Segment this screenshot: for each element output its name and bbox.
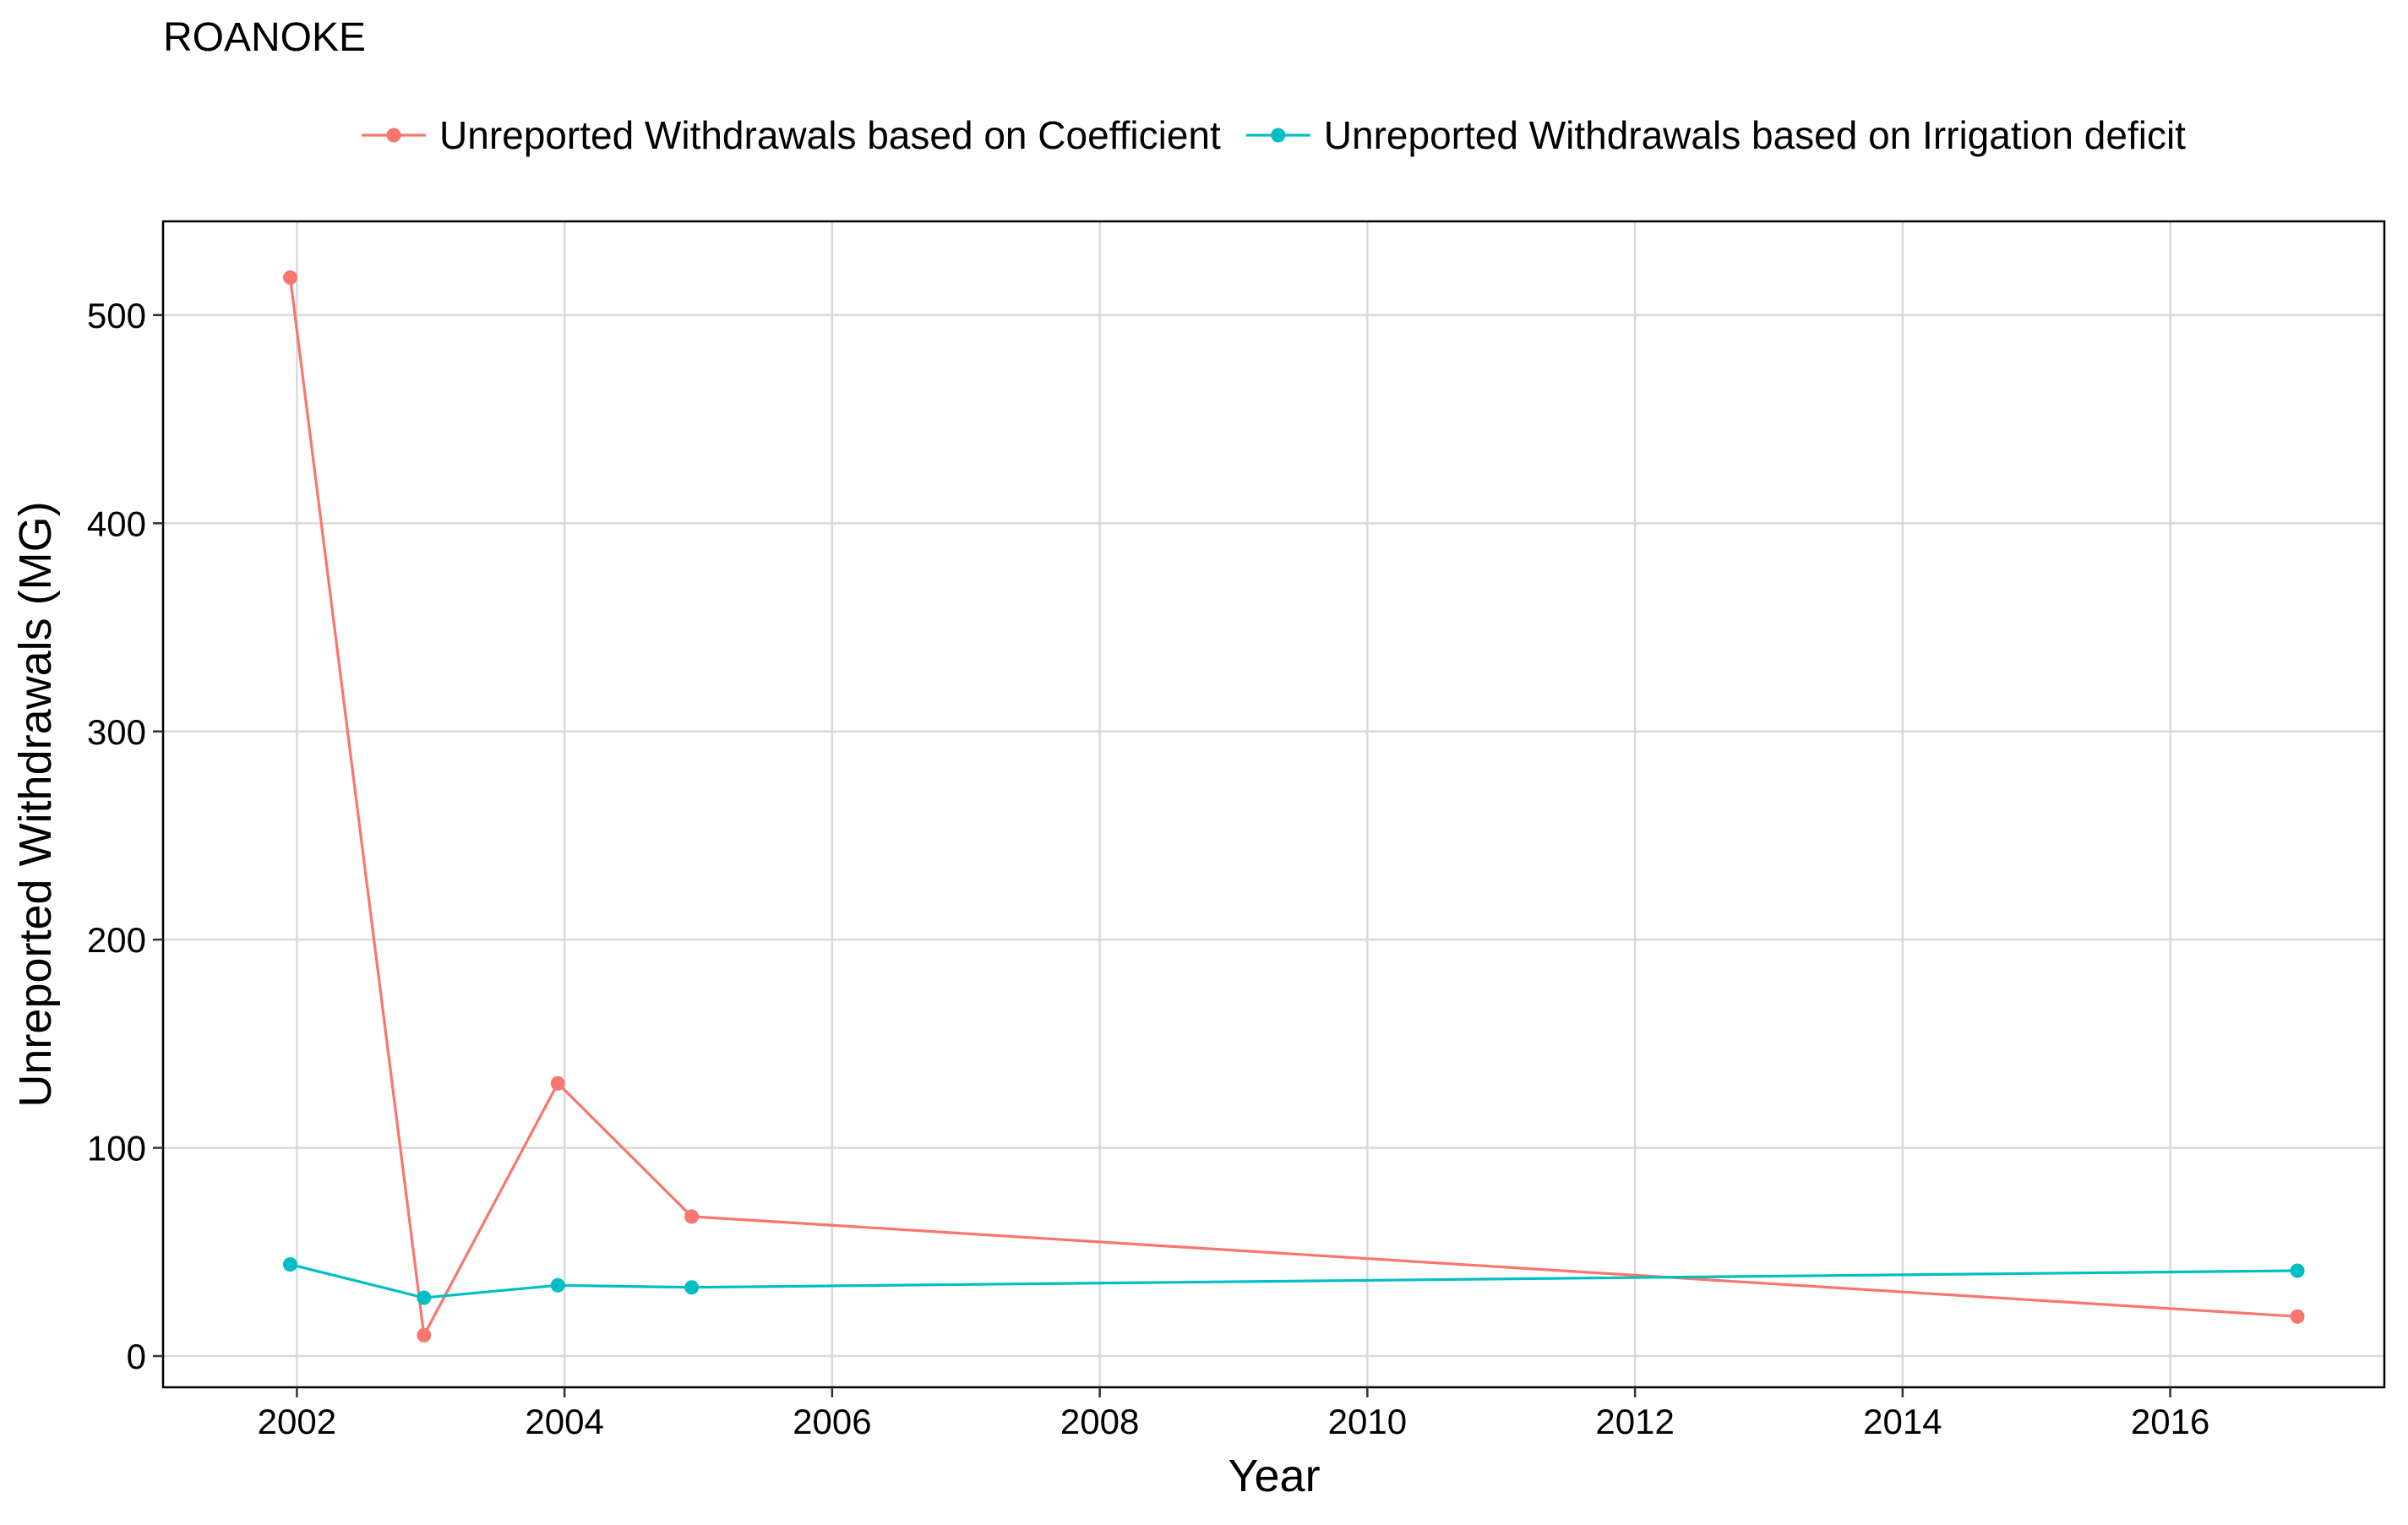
data-point-series-0 bbox=[684, 1209, 700, 1224]
data-point-series-0 bbox=[2290, 1309, 2305, 1324]
legend-key-point bbox=[1271, 128, 1286, 143]
y-axis: 0 100 200 300 400 500 bbox=[87, 296, 163, 1376]
data-point-series-1 bbox=[282, 1257, 297, 1272]
x-tick-label: 2008 bbox=[1060, 1402, 1139, 1441]
data-point-series-0 bbox=[282, 270, 297, 286]
series-layer bbox=[282, 270, 2305, 1343]
data-point-series-1 bbox=[417, 1290, 432, 1305]
x-tick-label: 2004 bbox=[525, 1402, 603, 1441]
x-tick-label: 2014 bbox=[1863, 1402, 1942, 1441]
y-tick-label: 200 bbox=[87, 920, 146, 960]
y-tick-label: 500 bbox=[87, 296, 146, 335]
y-tick-label: 300 bbox=[87, 712, 146, 752]
x-tick-label: 2016 bbox=[2131, 1402, 2209, 1441]
data-point-series-0 bbox=[417, 1327, 432, 1343]
legend-key-point bbox=[386, 128, 401, 143]
legend-label: Unreported Withdrawals based on Coeffici… bbox=[439, 113, 1221, 157]
y-tick-label: 100 bbox=[87, 1129, 146, 1168]
grid-lines bbox=[163, 221, 2384, 1387]
legend-label: Unreported Withdrawals based on Irrigati… bbox=[1324, 113, 2186, 157]
data-point-series-1 bbox=[550, 1277, 565, 1293]
y-tick-label: 400 bbox=[87, 504, 146, 543]
x-axis-label: Year bbox=[1228, 1451, 1320, 1501]
x-tick-label: 2010 bbox=[1328, 1402, 1407, 1441]
plot-panel-border bbox=[161, 220, 2386, 1389]
legend: Unreported Withdrawals based on Coeffici… bbox=[362, 113, 2186, 157]
x-tick-label: 2012 bbox=[1595, 1402, 1674, 1441]
x-tick-label: 2002 bbox=[258, 1402, 336, 1441]
chart-title: ROANOKE bbox=[163, 15, 366, 60]
data-point-series-1 bbox=[684, 1280, 700, 1295]
x-axis: 2002 2004 2006 2008 2010 2012 2014 2016 bbox=[258, 1387, 2209, 1441]
y-axis-label: Unreported Withdrawals (MG) bbox=[10, 501, 61, 1107]
data-point-series-1 bbox=[2290, 1263, 2305, 1278]
y-tick-label: 0 bbox=[127, 1337, 146, 1376]
x-tick-label: 2006 bbox=[793, 1402, 871, 1441]
data-point-series-0 bbox=[550, 1076, 565, 1091]
